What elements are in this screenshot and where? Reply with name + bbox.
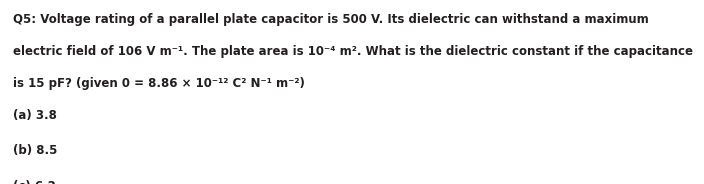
- Text: is 15 pF? (given 0 = 8.86 × 10⁻¹² C² N⁻¹ m⁻²): is 15 pF? (given 0 = 8.86 × 10⁻¹² C² N⁻¹…: [13, 77, 305, 90]
- Text: (b) 8.5: (b) 8.5: [13, 144, 57, 158]
- Text: Q5: Voltage rating of a parallel plate capacitor is 500 V. Its dielectric can wi: Q5: Voltage rating of a parallel plate c…: [13, 13, 648, 26]
- Text: electric field of 106 V m⁻¹. The plate area is 10⁻⁴ m². What is the dielectric c: electric field of 106 V m⁻¹. The plate a…: [13, 45, 693, 58]
- Text: (c) 6.2: (c) 6.2: [13, 180, 56, 184]
- Text: (a) 3.8: (a) 3.8: [13, 109, 56, 122]
